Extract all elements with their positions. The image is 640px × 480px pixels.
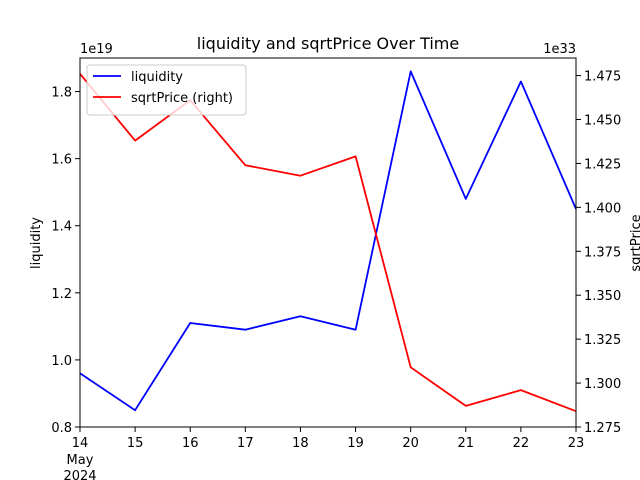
right-y-tick-label: 1.300: [584, 377, 621, 392]
series-lines: [79, 70, 577, 413]
x-tick-label: 16: [182, 436, 199, 451]
left-offset-text: 1e19: [80, 42, 113, 57]
right-y-axis-label: sqrtPrice: [629, 214, 640, 271]
left-y-tick-label: 1.6: [51, 153, 72, 168]
x-tick-label: 23: [568, 436, 585, 451]
left-y-tick-label: 1.8: [51, 86, 72, 101]
x-tick-label: 18: [292, 436, 309, 451]
x-sublabel-year: 2024: [63, 469, 96, 480]
left-y-tick-label: 0.8: [51, 421, 72, 436]
right-y-tick-label: 1.475: [584, 70, 621, 85]
right-y-tick-label: 1.375: [584, 245, 621, 260]
legend-label-liquidity: liquidity: [131, 70, 183, 85]
x-tick-label: 20: [402, 436, 419, 451]
right-y-tick-label: 1.400: [584, 201, 621, 216]
x-tick-label: 19: [347, 436, 364, 451]
left-y-tick-label: 1.2: [51, 287, 72, 302]
x-tick-label: 21: [458, 436, 475, 451]
right-y-tick-label: 1.325: [584, 333, 621, 348]
legend: liquidity sqrtPrice (right): [86, 64, 247, 116]
left-y-axis-label: liquidity: [29, 217, 44, 269]
x-tick-label: 17: [237, 436, 254, 451]
left-y-tick-label: 1.4: [51, 220, 72, 235]
right-y-tick-label: 1.350: [584, 289, 621, 304]
plot-area-frame: [79, 57, 577, 428]
left-y-tick-label: 1.0: [51, 354, 72, 369]
right-offset-text: 1e33: [543, 42, 576, 57]
right-y-tick-label: 1.425: [584, 157, 621, 172]
right-y-tick-label: 1.275: [584, 421, 621, 436]
right-y-axis: 1.275 1.300 1.325 1.350 1.375 1.400 1.425 1.450…: [576, 70, 621, 436]
legend-label-sqrtprice: sqrtPrice (right): [131, 91, 233, 106]
x-axis: 14 15 16 17 18 19 20 21 22 23: [72, 427, 585, 451]
series-line-liquidity: [79, 70, 577, 412]
x-sublabel-month: May: [67, 453, 94, 468]
x-tick-label: 14: [72, 436, 89, 451]
chart-title: liquidity and sqrtPrice Over Time: [197, 34, 459, 53]
x-tick-label: 15: [127, 436, 144, 451]
right-y-tick-label: 1.450: [584, 114, 621, 129]
legend-box: [86, 64, 247, 116]
x-tick-label: 22: [513, 436, 530, 451]
left-y-axis: 0.8 1.0 1.2 1.4 1.6 1.8: [51, 86, 80, 436]
series-line-sqrtprice: [79, 73, 577, 413]
